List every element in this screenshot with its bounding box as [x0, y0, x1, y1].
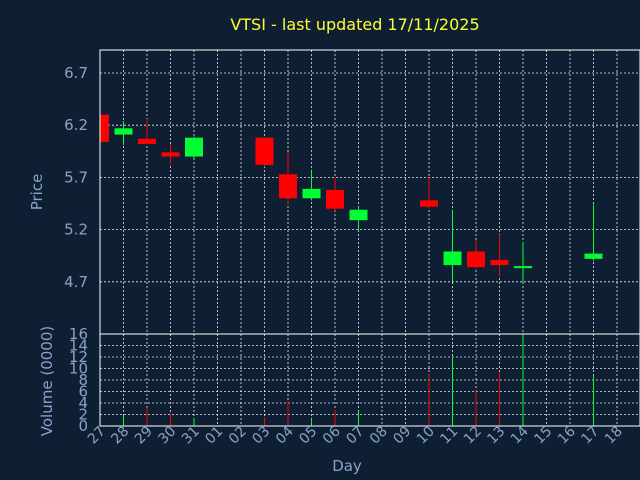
day-x-ticks: 27 28 29 30 31 01 02 03 04 05 06 07 08 09 10 11 12 13 14 15…	[85, 423, 626, 447]
day-tick-label: 28	[108, 424, 132, 448]
day-tick-label: 16	[555, 423, 579, 447]
candle-body	[420, 200, 438, 207]
day-tick-label: 29	[132, 424, 156, 448]
volume-tick-label: 14	[69, 337, 88, 355]
price-grid	[100, 50, 640, 334]
day-tick-label: 31	[179, 424, 203, 448]
day-tick-label: 04	[273, 423, 297, 447]
price-axis-label: Price	[28, 174, 46, 211]
volume-tick-label: 8	[78, 371, 88, 389]
day-tick-label: 30	[155, 424, 179, 448]
price-tick-label: 5.2	[64, 221, 88, 239]
volume-bars	[99, 334, 594, 426]
candle-body	[114, 128, 133, 135]
day-tick-label: 06	[320, 423, 344, 447]
candle-body	[467, 251, 485, 268]
candle-body	[279, 174, 297, 199]
volume-frame	[99, 333, 640, 427]
price-tick-label: 6.7	[64, 64, 88, 82]
day-tick-label: 08	[367, 424, 391, 448]
candle-body	[302, 188, 321, 199]
price-tick-label: 4.7	[64, 273, 88, 291]
candle-body	[514, 266, 532, 269]
volume-tick-label: 4	[78, 394, 88, 412]
day-tick-label: 12	[461, 424, 485, 448]
day-tick-label: 07	[343, 424, 367, 448]
day-tick-label: 09	[390, 424, 414, 448]
volume-tick-label: 16	[69, 325, 88, 343]
day-tick-label: 18	[602, 424, 626, 448]
candle-body	[326, 189, 344, 209]
candle-body	[161, 152, 180, 157]
candle-body	[100, 114, 109, 142]
chart-title: VTSI - last updated 17/11/2025	[230, 15, 479, 34]
volume-axis-label: Volume (0000)	[38, 326, 56, 436]
candle-body	[185, 137, 203, 157]
day-tick-label: 13	[484, 424, 508, 448]
volume-grid	[100, 334, 640, 426]
candle-body	[349, 209, 368, 221]
day-tick-label: 11	[437, 424, 461, 448]
day-tick-label: 01	[202, 424, 226, 448]
candle-body	[255, 137, 274, 165]
day-axis-label: Day	[332, 457, 362, 475]
volume-tick-label: 6	[78, 383, 88, 401]
day-tick-label: 15	[531, 424, 555, 448]
volume-tick-label: 12	[69, 348, 88, 366]
day-tick-label: 05	[296, 424, 320, 448]
price-y-ticks: 4.7 5.2 5.7 6.2 6.7	[64, 64, 88, 291]
price-tick-label: 5.7	[64, 168, 88, 186]
day-tick-label: 14	[508, 423, 532, 447]
price-candles	[99, 112, 603, 282]
price-frame	[99, 49, 640, 335]
candle-body	[443, 251, 462, 266]
volume-tick-label: 2	[78, 406, 88, 424]
candle-body	[584, 253, 603, 259]
day-tick-label: 27	[85, 424, 109, 448]
price-tick-label: 6.2	[64, 116, 88, 134]
day-tick-label: 17	[578, 424, 602, 448]
volume-tick-label: 10	[69, 360, 88, 378]
day-tick-label: 03	[249, 424, 273, 448]
day-tick-label: 02	[226, 424, 250, 448]
volume-tick-label: 0	[78, 417, 88, 435]
price-panel: 4.7 5.2 5.7 6.2 6.7 Price	[28, 49, 640, 335]
day-tick-label: 10	[414, 424, 438, 448]
candle-body	[490, 259, 509, 266]
candle-body	[138, 138, 156, 144]
